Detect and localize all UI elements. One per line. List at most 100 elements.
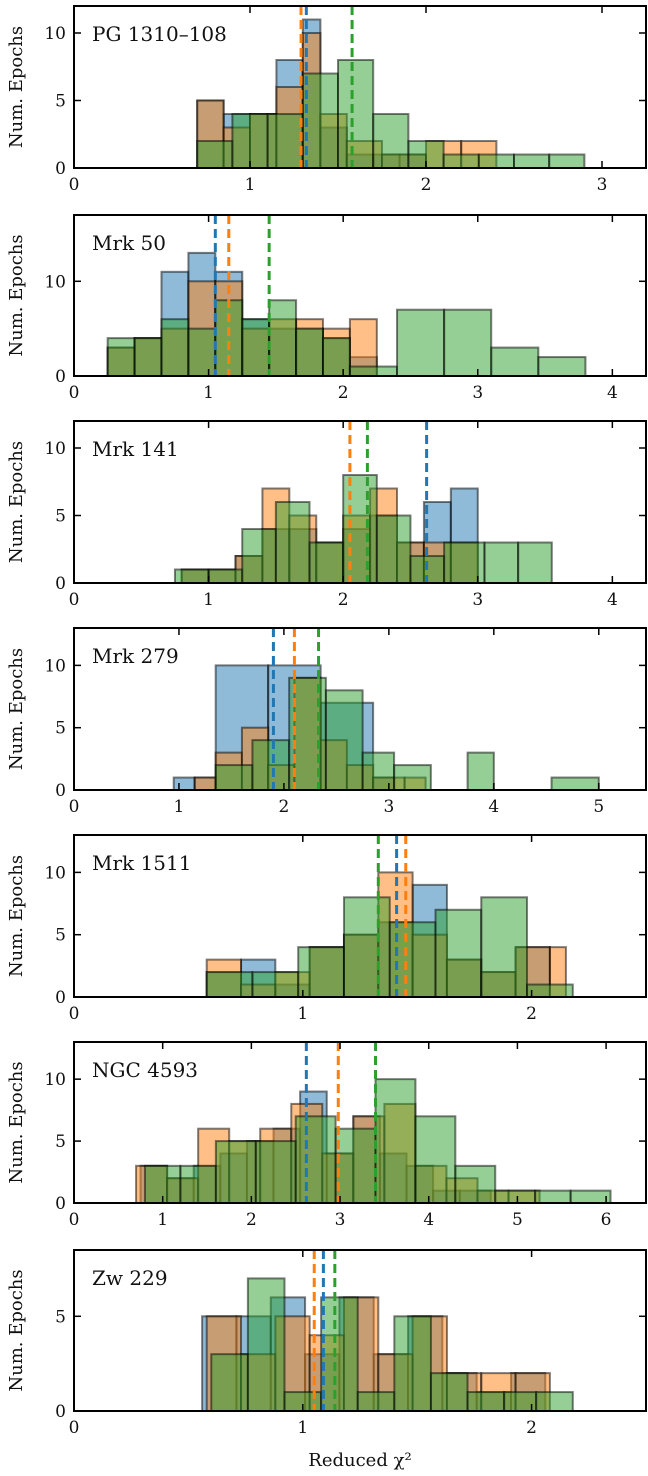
histogram-panel: 0 1 2 3 4 0 10 Mrk 50 Num. Epochs bbox=[6, 214, 647, 403]
axes-frame bbox=[73, 627, 647, 791]
histogram-bar bbox=[231, 113, 269, 168]
histogram-bar bbox=[268, 299, 298, 376]
panel-title: Mrk 141 bbox=[92, 437, 179, 461]
histogram-bar bbox=[274, 501, 311, 583]
bars-group bbox=[205, 835, 574, 997]
histogram-bar bbox=[348, 365, 399, 376]
x-tick-label: 2 bbox=[246, 1210, 257, 1230]
histogram-bar bbox=[374, 1078, 417, 1203]
y-tick-label: 5 bbox=[55, 926, 66, 946]
histogram-panel: 0 1 2 0 5 10 Mrk 1511 Num. Epochs bbox=[6, 834, 647, 1024]
y-tick-label: 0 bbox=[55, 367, 66, 387]
histogram-bar bbox=[324, 689, 364, 790]
histogram-bar bbox=[548, 153, 586, 168]
histogram-panel: 0 1 2 3 4 5 6 0 5 10 NGC 4593 Num. Epochs bbox=[6, 1041, 647, 1230]
histogram-bar bbox=[569, 1189, 612, 1203]
histogram-bar bbox=[337, 59, 375, 168]
axes-frame bbox=[73, 214, 647, 377]
x-tick-label: 3 bbox=[597, 175, 608, 195]
histogram-bar bbox=[179, 1164, 217, 1203]
y-tick-label: 10 bbox=[44, 439, 66, 459]
histogram-bar bbox=[301, 72, 339, 168]
x-tick-label: 0 bbox=[69, 1004, 80, 1024]
bars-group bbox=[196, 6, 586, 168]
y-tick-label: 0 bbox=[55, 574, 66, 594]
histogram-bar bbox=[414, 1115, 457, 1203]
histogram-bar bbox=[241, 318, 271, 376]
x-tick-label: 4 bbox=[607, 383, 618, 403]
histogram-bar bbox=[196, 140, 234, 168]
histogram-bar bbox=[214, 1140, 257, 1203]
x-tick-label: 1 bbox=[203, 590, 214, 610]
histogram-bar bbox=[266, 113, 304, 168]
x-tick-label: 3 bbox=[383, 797, 394, 817]
histogram-bar bbox=[494, 1189, 537, 1203]
histogram-bar bbox=[308, 541, 345, 583]
panel-title: PG 1310–108 bbox=[92, 22, 227, 46]
x-tick-label: 0 bbox=[69, 383, 80, 403]
y-axis-label: Num. Epochs bbox=[6, 1061, 27, 1183]
y-tick-label: 5 bbox=[55, 1132, 66, 1152]
x-tick-label: 1 bbox=[297, 1004, 308, 1024]
y-tick-label: 0 bbox=[55, 988, 66, 1008]
histogram-bar bbox=[320, 1296, 359, 1411]
histogram-bar bbox=[342, 896, 391, 997]
histogram-bar bbox=[550, 776, 600, 790]
histogram-bar bbox=[251, 739, 291, 790]
x-tick-label: 2 bbox=[526, 1418, 537, 1438]
x-axis-label: Reduced χ² bbox=[308, 1450, 411, 1471]
x-tick-label: 4 bbox=[423, 1210, 434, 1230]
x-tick-label: 1 bbox=[157, 1210, 168, 1230]
histogram-bar bbox=[160, 318, 190, 376]
histogram-bar bbox=[393, 1315, 432, 1411]
axes-frame bbox=[73, 5, 647, 169]
histogram-bar bbox=[466, 1391, 506, 1411]
y-tick-label: 0 bbox=[55, 1194, 66, 1214]
histogram-bar bbox=[537, 356, 587, 376]
histogram-bar bbox=[517, 541, 553, 583]
x-tick-label: 4 bbox=[488, 797, 499, 817]
histogram-bar bbox=[534, 1189, 572, 1203]
y-tick-label: 0 bbox=[55, 159, 66, 179]
histogram-bar bbox=[526, 983, 574, 997]
x-tick-label: 5 bbox=[512, 1210, 523, 1230]
histogram-bar bbox=[375, 514, 412, 583]
histogram-bar bbox=[513, 153, 551, 168]
histogram-bar bbox=[193, 776, 217, 790]
bars-group bbox=[201, 1250, 574, 1411]
y-tick-label: 0 bbox=[55, 781, 66, 801]
bars-group bbox=[172, 628, 600, 790]
x-tick-label: 0 bbox=[69, 797, 80, 817]
panel-title: NGC 4593 bbox=[92, 1058, 198, 1082]
histogram-bar bbox=[321, 337, 351, 376]
panel-title: Zw 229 bbox=[92, 1266, 168, 1290]
histogram-bar bbox=[294, 1115, 337, 1203]
histogram-bar bbox=[241, 528, 277, 583]
y-tick-label: 10 bbox=[44, 656, 66, 676]
y-axis-label: Num. Epochs bbox=[6, 648, 27, 770]
x-tick-label: 6 bbox=[601, 1210, 612, 1230]
axes-frame bbox=[73, 1249, 647, 1412]
histogram-bar bbox=[172, 776, 196, 790]
histogram-bar bbox=[297, 946, 345, 997]
y-axis-label: Num. Epochs bbox=[6, 441, 27, 563]
histogram-bar bbox=[254, 1140, 297, 1203]
x-tick-label: 2 bbox=[278, 797, 289, 817]
y-tick-label: 5 bbox=[55, 92, 66, 112]
histogram-bar bbox=[173, 568, 210, 583]
x-tick-label: 3 bbox=[472, 383, 483, 403]
x-tick-label: 0 bbox=[69, 590, 80, 610]
x-tick-label: 4 bbox=[607, 590, 618, 610]
histogram-bar bbox=[483, 541, 520, 583]
axes-frame bbox=[73, 1041, 647, 1204]
x-tick-label: 2 bbox=[421, 175, 432, 195]
histogram-bar bbox=[466, 751, 495, 790]
x-tick-label: 2 bbox=[338, 383, 349, 403]
panel-title: Mrk 279 bbox=[92, 644, 179, 668]
y-tick-label: 5 bbox=[55, 1307, 66, 1327]
histogram-bar bbox=[393, 764, 432, 790]
histogram-panel: 0 1 2 3 4 0 5 10 Mrk 141 Num. Epochs bbox=[6, 420, 647, 610]
x-tick-label: 0 bbox=[69, 1210, 80, 1230]
histogram-bar bbox=[490, 346, 540, 376]
